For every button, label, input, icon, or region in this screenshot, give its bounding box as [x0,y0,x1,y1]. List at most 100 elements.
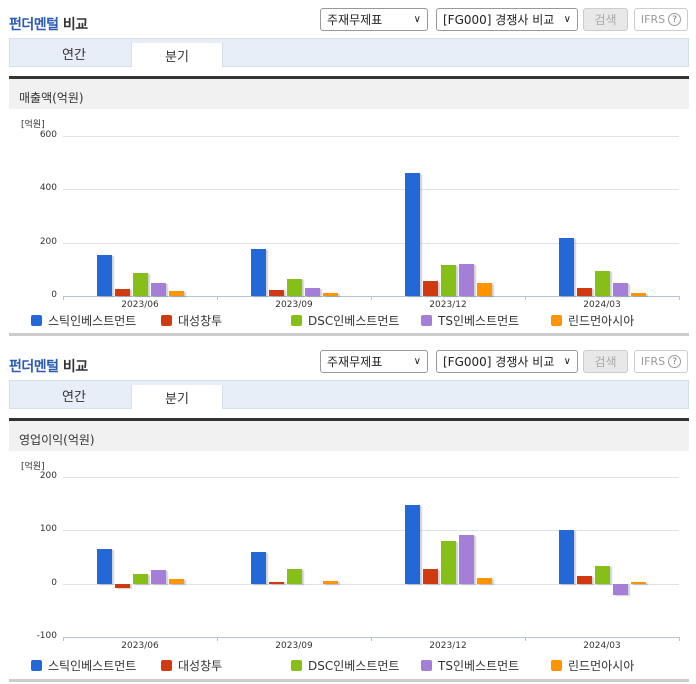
chevron-down-icon: ∨ [413,14,421,25]
x-tick-label: 2023/12 [429,641,467,651]
x-tick [525,637,526,641]
x-tick [525,296,526,300]
bar[interactable] [630,582,646,584]
bar[interactable] [286,568,302,584]
bar[interactable] [132,574,148,584]
select-value: 주재무제표 [327,13,383,27]
y-tick-label: 400 [39,183,57,194]
select-value: 주재무제표 [327,355,383,369]
bar[interactable] [250,248,266,296]
bar[interactable] [576,288,592,296]
select-value: [FG000] 경쟁사 비교 [443,355,555,369]
legend-swatch-icon [551,660,562,671]
ifrs-button[interactable]: IFRS? [634,8,688,31]
legend-item[interactable]: DSC인베스트먼트 [291,312,399,329]
bar[interactable] [250,551,266,584]
gridline [63,189,679,191]
x-tick-label: 2024/03 [583,300,621,310]
bar[interactable] [558,530,574,584]
x-tick-label: 2023/06 [121,641,159,651]
revenue-bar-chart: [억원] 0 200 400 600 2023/06 2023/09 2023/12 2024/… [9,109,689,333]
bar[interactable] [458,534,474,584]
statement-type-select[interactable]: 주재무제표 ∨ [320,8,428,31]
bar[interactable] [268,582,284,584]
legend-swatch-icon [291,660,302,671]
x-tick-label: 2023/06 [121,300,159,310]
bar[interactable] [150,570,166,584]
bar[interactable] [422,281,438,296]
bar[interactable] [594,566,610,584]
legend-swatch-icon [421,660,432,671]
tab-quarterly[interactable]: 분기 [131,385,223,409]
y-tick-label: 0 [51,290,57,300]
y-tick-label: 600 [39,130,57,140]
search-button[interactable]: 검색 [583,8,628,31]
bar[interactable] [440,265,456,296]
bar[interactable] [286,279,302,296]
tab-annual[interactable]: 연간 [62,47,86,63]
title-rest: 비교 [58,17,88,33]
panel-title: 매출액(억원) [9,79,689,109]
bar[interactable] [96,254,112,296]
bar[interactable] [404,173,420,296]
search-button[interactable]: 검색 [583,350,628,373]
bar[interactable] [476,283,492,296]
legend-swatch-icon [31,660,42,671]
legend-item[interactable]: 스틱인베스트먼트 [31,312,136,329]
x-tick [217,637,218,641]
bar[interactable] [268,290,284,296]
legend-item[interactable]: 대성창투 [161,312,222,329]
help-icon[interactable]: ? [668,355,682,368]
bar[interactable] [322,293,338,296]
bar[interactable] [576,575,592,584]
y-tick-label: 0 [51,577,57,588]
legend-label: TS인베스트먼트 [438,659,520,673]
legend-item[interactable]: TS인베스트먼트 [421,312,519,329]
bar[interactable] [114,583,130,588]
tab-annual[interactable]: 연간 [62,389,86,405]
x-tick [217,296,218,300]
legend-label: DSC인베스트먼트 [308,314,400,328]
y-axis-unit-label: [억원] [21,120,45,130]
legend-item[interactable]: 대성창투 [161,657,222,674]
bar[interactable] [304,288,320,296]
legend-item[interactable]: TS인베스트먼트 [421,657,519,674]
ifrs-button[interactable]: IFRS? [634,350,688,373]
bar[interactable] [322,581,338,584]
compare-group-select[interactable]: [FG000] 경쟁사 비교 ∨ [436,8,578,31]
gridline [63,242,679,244]
x-tick-label: 2023/09 [275,641,313,651]
bar[interactable] [168,291,184,296]
bar[interactable] [96,549,112,584]
bar[interactable] [558,237,574,296]
legend-item[interactable]: 스틱인베스트먼트 [31,657,136,674]
bar[interactable] [594,271,610,296]
title-rest: 비교 [58,359,88,375]
chart-panel: 영업이익(억원) [억원] -100 0 100 200 2023/06 2023/09 20… [9,418,689,682]
bar[interactable] [612,583,628,596]
statement-type-select[interactable]: 주재무제표 ∨ [320,350,428,373]
bar[interactable] [150,283,166,296]
title-highlight: 펀더멘털 [9,359,59,375]
compare-group-select[interactable]: [FG000] 경쟁사 비교 ∨ [436,350,578,373]
tab-quarterly[interactable]: 분기 [131,43,223,67]
legend-swatch-icon [161,660,172,671]
bar[interactable] [132,273,148,296]
bar[interactable] [458,264,474,296]
bar[interactable] [404,504,420,584]
legend-item[interactable]: 린드먼아시아 [551,657,634,674]
legend-item[interactable]: DSC인베스트먼트 [291,657,399,674]
bar[interactable] [440,541,456,584]
x-tick-label: 2024/03 [583,641,621,651]
x-tick [371,296,372,300]
bar[interactable] [114,289,130,296]
bar[interactable] [168,579,184,584]
help-icon[interactable]: ? [668,13,682,26]
bar[interactable] [630,293,646,296]
section-header: 펀더멘털 비교 주재무제표 ∨ [FG000] 경쟁사 비교 ∨ 검색 IFRS? [0,342,696,380]
bar[interactable] [612,283,628,296]
legend-item[interactable]: 린드먼아시아 [551,312,634,329]
bar[interactable] [476,578,492,584]
bar[interactable] [422,568,438,584]
legend-label: 린드먼아시아 [568,659,635,673]
